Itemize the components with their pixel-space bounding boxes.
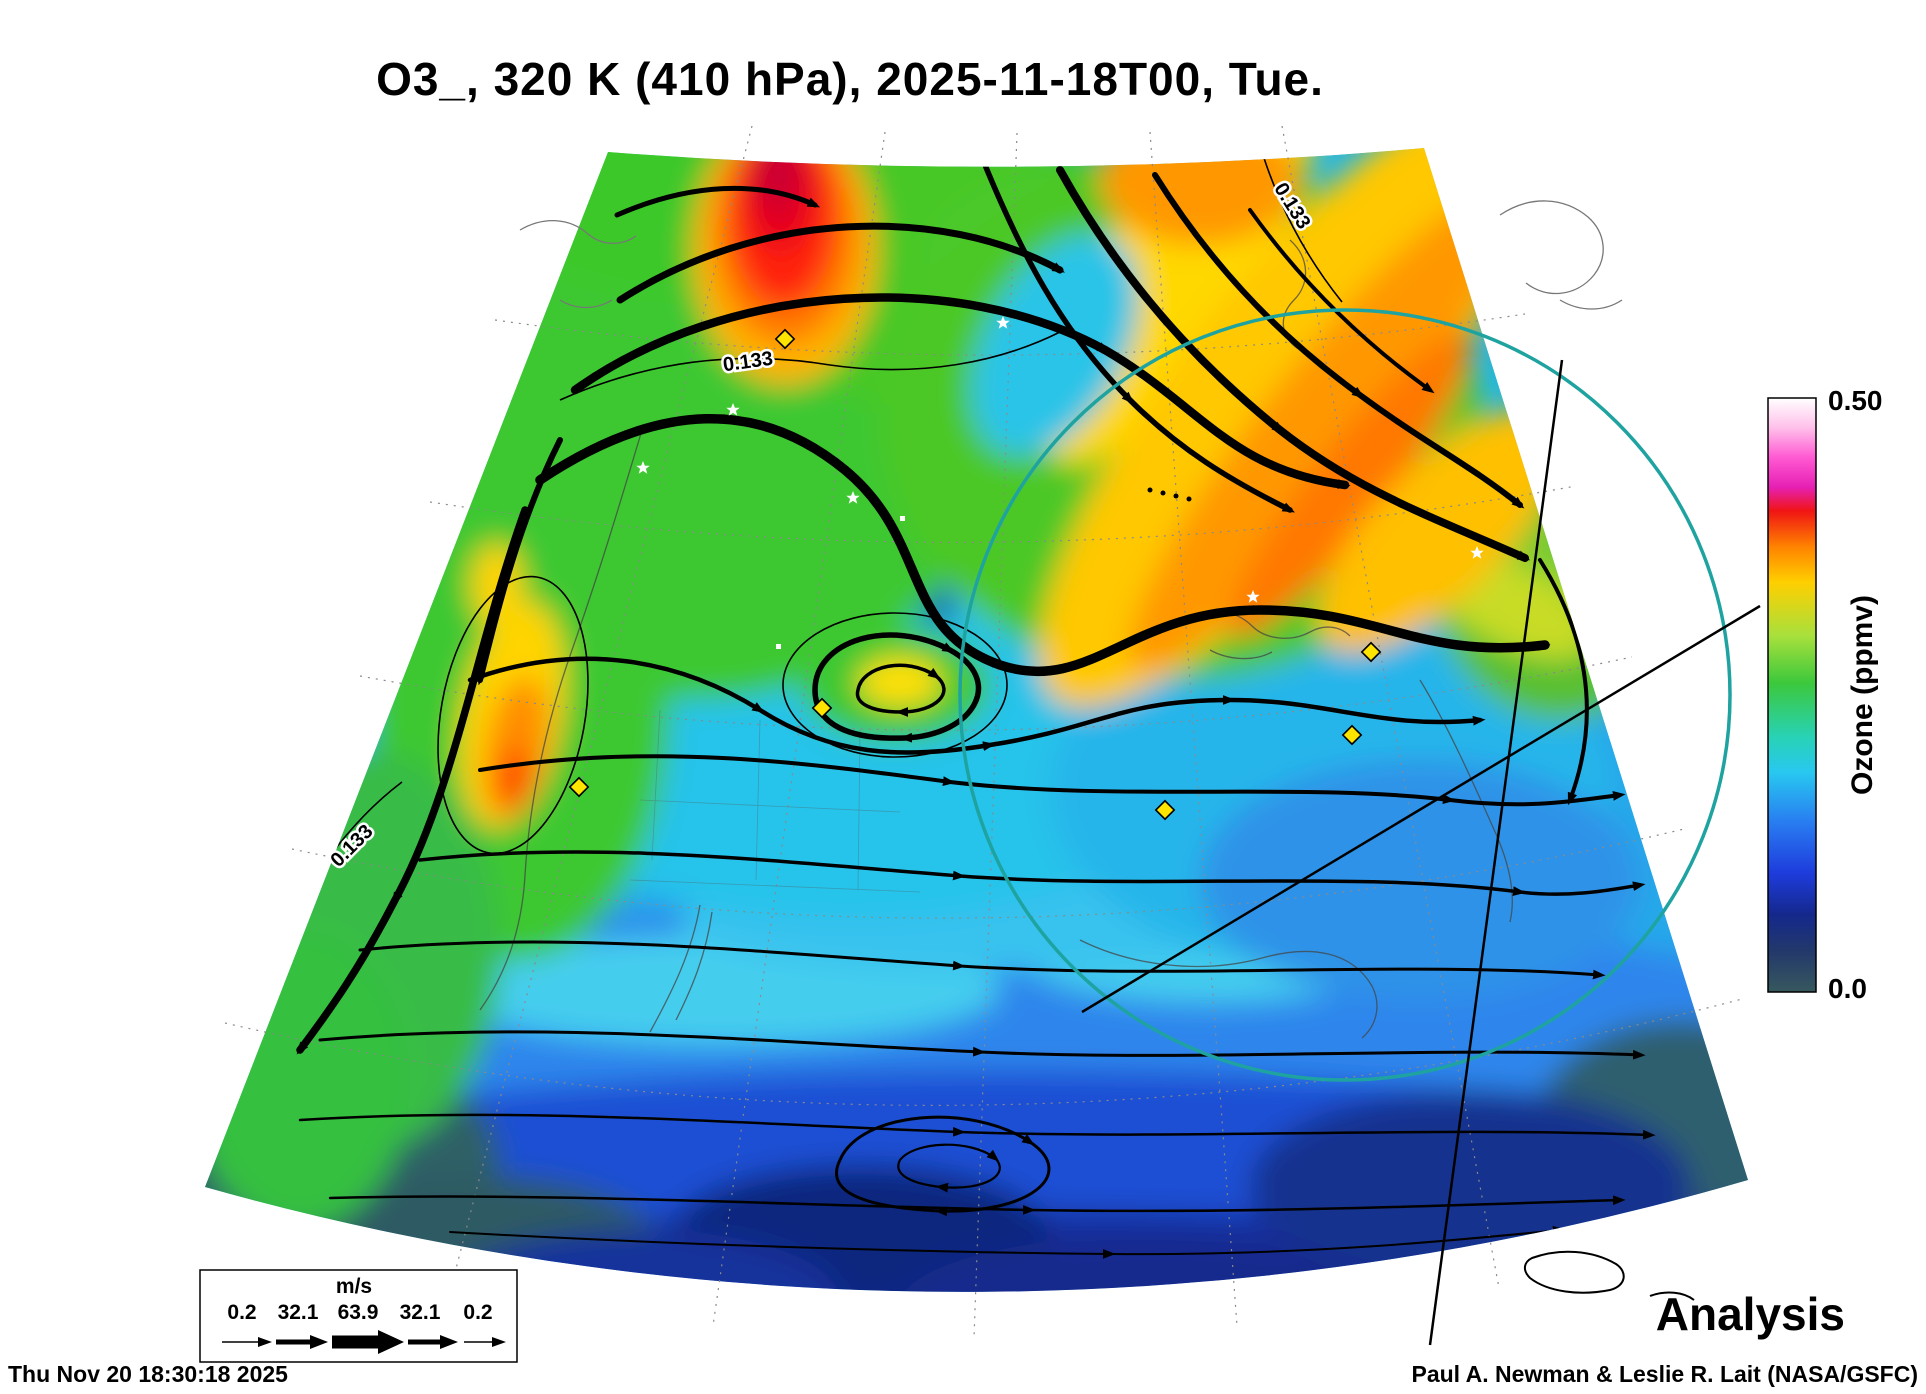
- wind-arrow-icon: [310, 1335, 328, 1349]
- credit-text: Paul A. Newman & Leslie R. Lait (NASA/GS…: [1411, 1361, 1918, 1387]
- wind-arrow-scale: [222, 1330, 506, 1354]
- wind-speed-legend: m/s 0.2 32.1 63.9 32.1 0.2: [199, 1269, 518, 1363]
- generation-timestamp: Thu Nov 20 18:30:18 2025: [8, 1361, 288, 1387]
- wind-speed-value: 0.2: [227, 1301, 256, 1324]
- wind-speed-value: 32.1: [400, 1301, 441, 1324]
- section-line: [1428, 359, 1564, 1346]
- ozone-field: [205, 148, 1748, 1292]
- dotted-track: [1147, 487, 1192, 502]
- wind-arrow-icon: [492, 1337, 506, 1347]
- wind-streamlines: [296, 162, 1656, 1259]
- colorbar-min-label: 0.0: [1828, 973, 1867, 1004]
- section-line: [1081, 604, 1761, 1014]
- station-markers-stars: [636, 316, 1484, 649]
- colorbar: 0.50 0.0 Ozone (ppmv): [1767, 385, 1883, 1004]
- wind-speed-value: 0.2: [463, 1301, 492, 1324]
- wind-arrow-icon: [378, 1330, 404, 1354]
- wind-arrow-icon: [440, 1335, 458, 1349]
- colorbar-max-label: 0.50: [1828, 385, 1883, 416]
- wind-speed-value: 63.9: [338, 1301, 379, 1324]
- colorbar-gradient: [1767, 397, 1817, 993]
- figure-title: O3_, 320 K (410 hPa), 2025-11-18T00, Tue…: [376, 53, 1324, 105]
- wind-legend-units: m/s: [336, 1275, 372, 1298]
- wind-speed-value: 32.1: [278, 1301, 319, 1324]
- colorbar-axis-label: Ozone (ppmv): [1846, 595, 1879, 795]
- wind-arrow-icon: [258, 1337, 272, 1347]
- cross-section-lines: [1081, 359, 1761, 1346]
- analysis-mode-label: Analysis: [1656, 1288, 1845, 1340]
- range-ring: [958, 308, 1732, 1082]
